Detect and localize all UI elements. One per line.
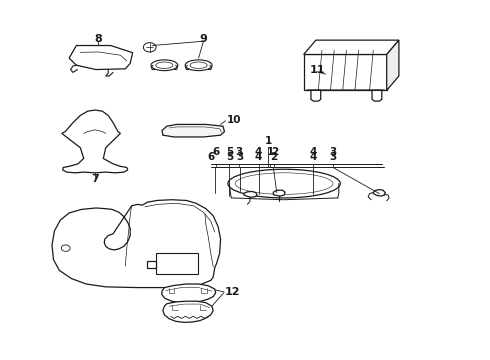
Text: 1: 1 (265, 136, 272, 146)
Text: 3: 3 (236, 147, 243, 157)
Polygon shape (52, 200, 220, 288)
Polygon shape (304, 54, 387, 90)
Text: 3: 3 (329, 147, 337, 157)
Polygon shape (273, 190, 285, 196)
Ellipse shape (185, 60, 212, 71)
Text: 4: 4 (255, 152, 262, 162)
Polygon shape (311, 90, 321, 101)
Text: 6: 6 (212, 147, 220, 157)
Ellipse shape (151, 60, 178, 71)
Polygon shape (162, 284, 216, 303)
Text: 3: 3 (329, 152, 337, 162)
Text: 5: 5 (226, 147, 233, 157)
Ellipse shape (228, 169, 340, 198)
Text: 5: 5 (226, 152, 233, 162)
Polygon shape (147, 261, 156, 268)
Text: 12: 12 (224, 287, 240, 297)
Text: 2: 2 (270, 147, 278, 157)
Text: 6: 6 (207, 152, 215, 162)
Text: 4: 4 (310, 147, 317, 157)
Polygon shape (69, 45, 133, 69)
Polygon shape (162, 125, 224, 137)
Bar (156, 253, 197, 274)
Text: 4: 4 (310, 152, 317, 162)
Text: 11: 11 (310, 64, 325, 75)
Text: 3: 3 (237, 152, 244, 162)
Polygon shape (372, 90, 382, 101)
Polygon shape (373, 190, 385, 196)
Text: 9: 9 (199, 35, 207, 44)
Polygon shape (244, 192, 257, 197)
Polygon shape (163, 301, 213, 322)
Polygon shape (304, 40, 399, 54)
Text: 8: 8 (95, 34, 102, 44)
Polygon shape (62, 110, 128, 173)
Text: 10: 10 (226, 115, 241, 125)
Text: 1: 1 (267, 147, 274, 157)
Polygon shape (387, 40, 399, 90)
Text: 4: 4 (255, 147, 262, 157)
Text: 7: 7 (91, 174, 99, 184)
Text: 2: 2 (270, 152, 277, 162)
